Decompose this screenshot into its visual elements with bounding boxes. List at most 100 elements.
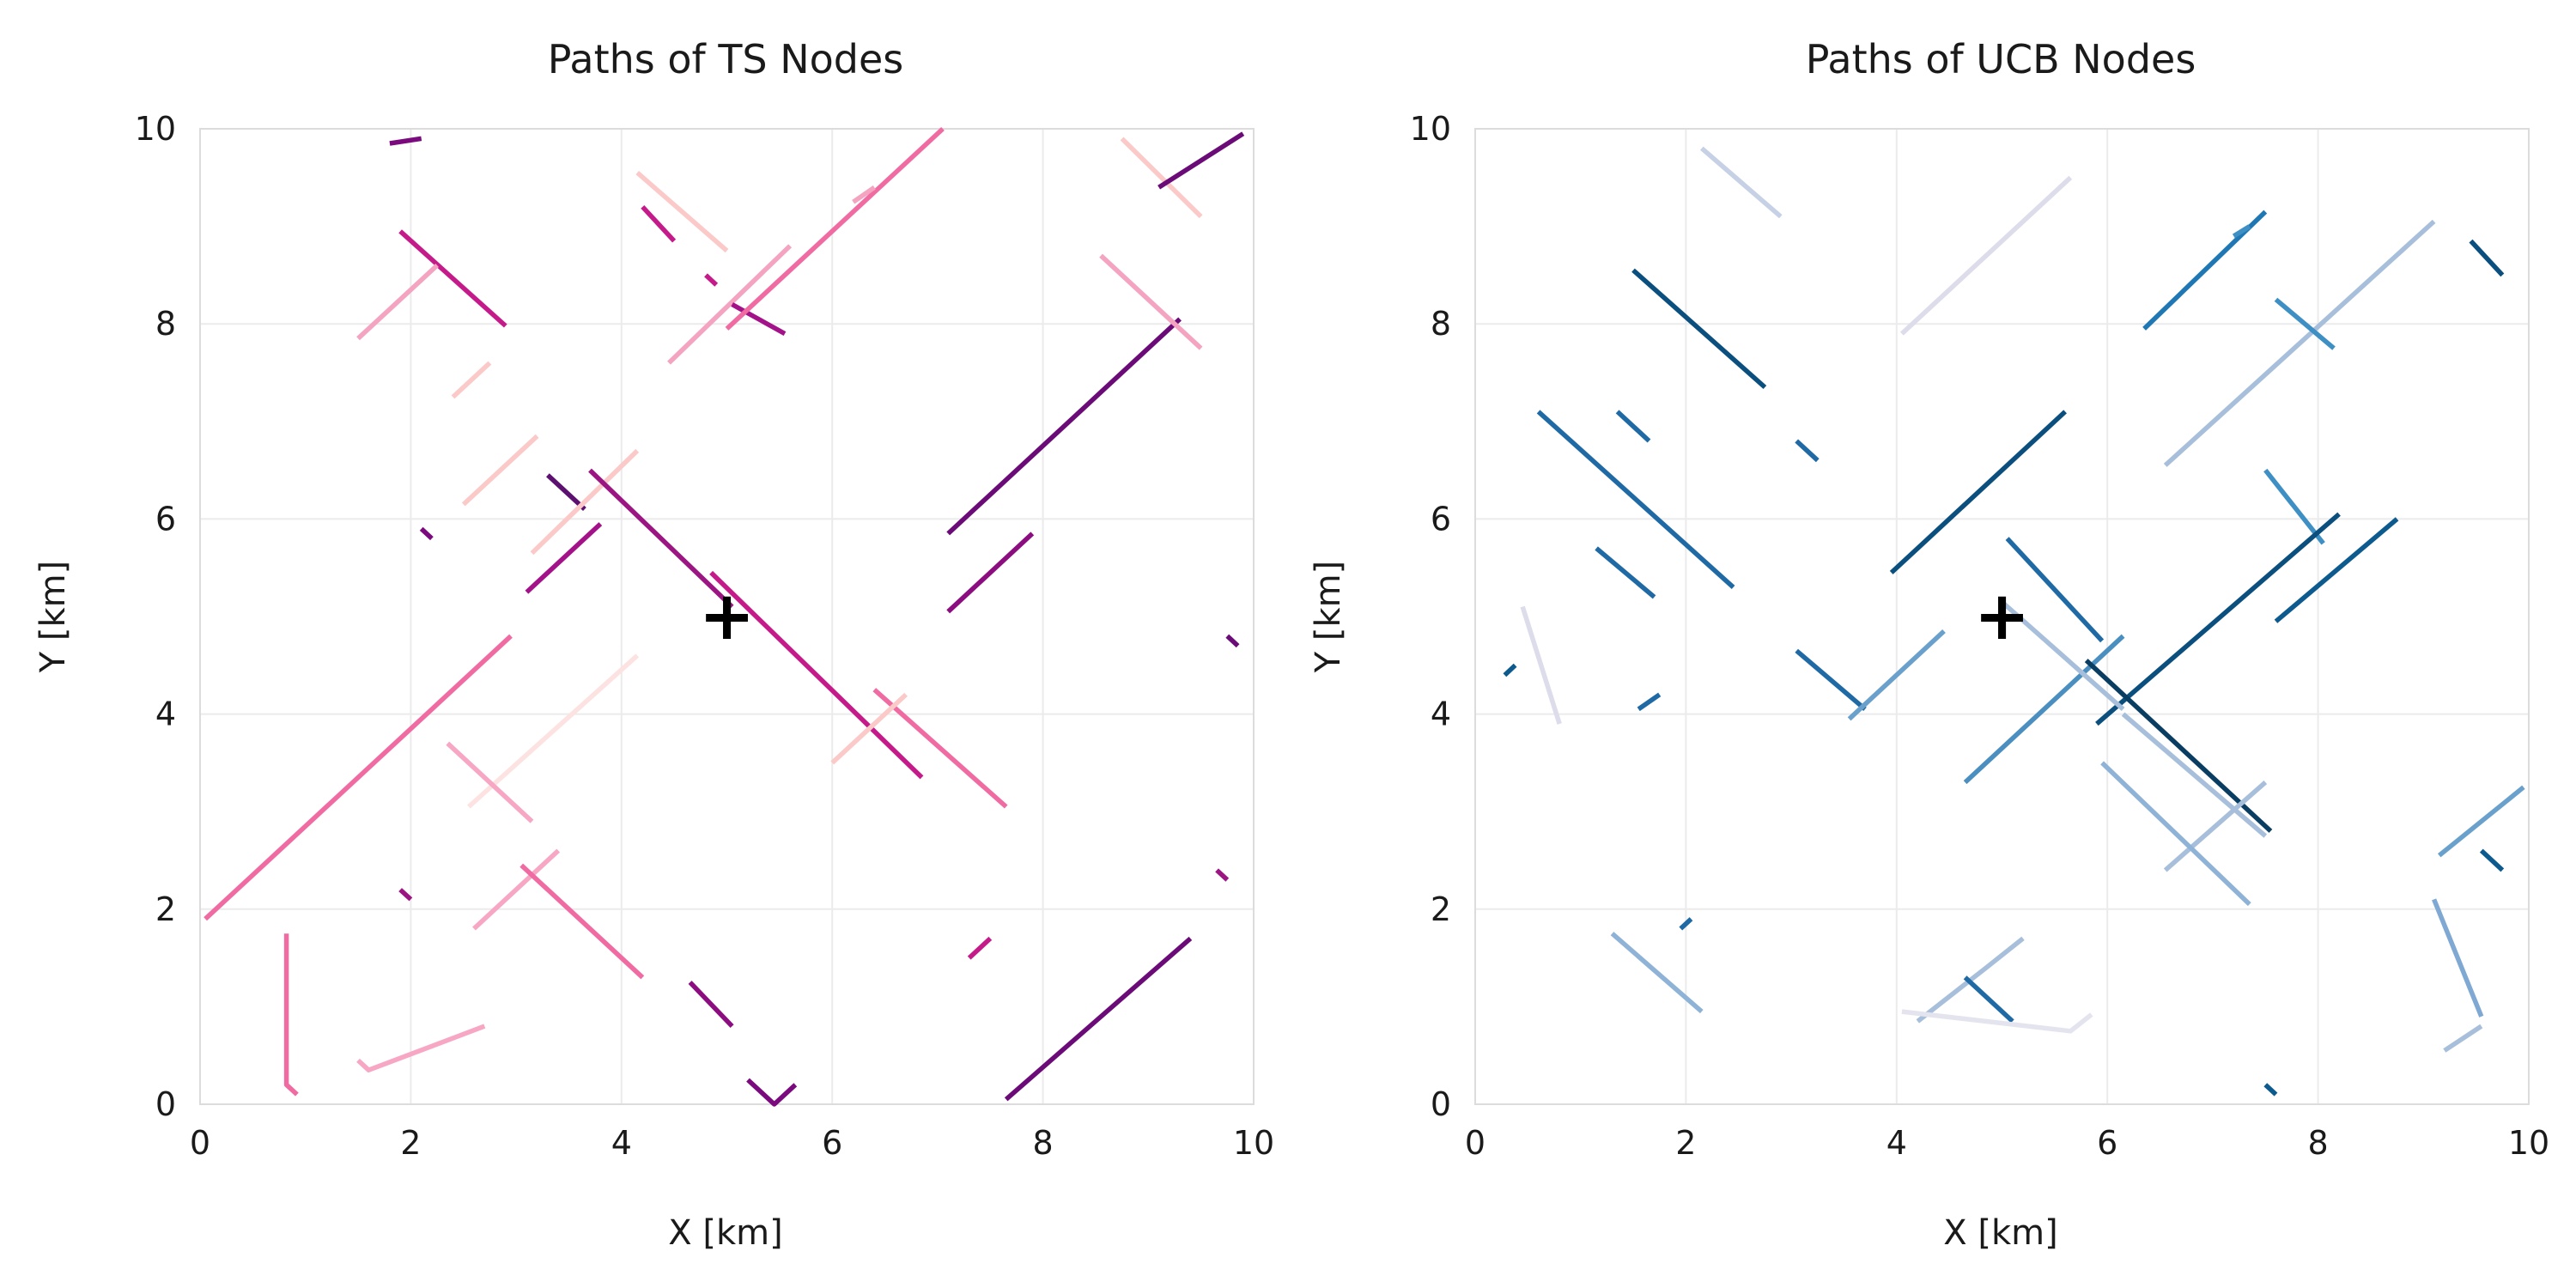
y-tick-label: 2 [1431, 890, 1451, 928]
node-path-series [2437, 785, 2525, 858]
node-path-series [446, 741, 534, 823]
x-tick-label: 8 [1033, 1124, 1054, 1162]
node-path-series [667, 244, 793, 365]
node-path-series [731, 302, 787, 337]
node-path-series [1637, 692, 1662, 712]
y-tick-label: 8 [155, 305, 176, 343]
node-path-series [1631, 268, 1767, 390]
x-tick-labels: 0 2 4 6 8 10 [190, 1124, 1274, 1162]
node-path-series [2005, 537, 2105, 643]
node-path-series [2432, 898, 2484, 1018]
node-path-series [2274, 517, 2399, 623]
node-path-series [709, 570, 924, 780]
node-path-series [1595, 546, 1656, 599]
y-tick-label: 0 [1431, 1085, 1451, 1123]
node-path-series [1795, 648, 1867, 711]
node-path-series [1700, 146, 1783, 219]
chart-title: Paths of UCB Nodes [1806, 36, 2196, 82]
node-path-series [1901, 1009, 2093, 1034]
node-path-series [204, 634, 513, 921]
y-tick-labels: 0 2 4 6 8 10 [1410, 110, 1451, 1123]
x-tick-label: 4 [1886, 1124, 1907, 1162]
node-path-series [588, 468, 734, 609]
node-path-series [635, 171, 729, 253]
series-layer [1503, 146, 2525, 1097]
node-path-series [467, 653, 640, 809]
x-tick-label: 2 [1675, 1124, 1696, 1162]
x-tick-label: 8 [2308, 1124, 2329, 1162]
y-tick-label: 0 [155, 1085, 176, 1123]
node-path-series [2263, 468, 2325, 545]
node-path-series [1900, 175, 2073, 336]
node-path-series [389, 136, 422, 146]
node-path-series [419, 526, 434, 541]
node-path-series [1847, 629, 1946, 721]
y-tick-label: 4 [155, 696, 176, 733]
node-path-series [946, 532, 1035, 614]
x-tick-label: 4 [611, 1124, 632, 1162]
node-path-series [830, 692, 908, 765]
node-path-series [525, 522, 603, 594]
y-tick-label: 10 [1410, 110, 1451, 148]
y-tick-label: 6 [1431, 500, 1451, 538]
node-path-series [2095, 512, 2341, 726]
x-tick-label: 10 [1233, 1124, 1274, 1162]
node-path-series [1157, 131, 1245, 190]
node-path-series [1679, 917, 1693, 931]
x-tick-labels: 0 2 4 6 8 10 [1465, 1124, 2549, 1162]
y-tick-labels: 0 2 4 6 8 10 [135, 110, 176, 1123]
node-path-series [2263, 1083, 2278, 1097]
ts-chart-panel: Paths of TS Nodes 0 2 4 6 8 10 0 2 4 6 8 10 X [km]… [33, 36, 1274, 1253]
node-path-series [546, 473, 586, 512]
node-path-series [2121, 712, 2268, 838]
x-tick-label: 6 [2097, 1124, 2117, 1162]
node-path-series [2443, 1024, 2483, 1053]
node-path-series [2000, 599, 2125, 711]
node-path-series [1520, 605, 1562, 725]
node-path-series [1099, 253, 1203, 350]
series-layer [204, 126, 1245, 1107]
x-tick-label: 6 [822, 1124, 842, 1162]
chart-title: Paths of TS Nodes [548, 36, 904, 82]
node-path-series [472, 848, 561, 931]
node-path-series [356, 263, 439, 341]
node-path-series [641, 205, 677, 243]
node-path-series [2100, 761, 2251, 907]
x-tick-label: 0 [1465, 1124, 1485, 1162]
node-path-series [451, 361, 492, 399]
plot-area-frame [199, 128, 1255, 1105]
node-path-series [872, 688, 1008, 809]
node-path-series [398, 888, 413, 902]
node-path-series [2274, 297, 2336, 350]
node-path-series [519, 863, 645, 980]
node-path-series [283, 933, 299, 1097]
node-path-series [852, 185, 876, 204]
node-path-series [2469, 239, 2505, 277]
node-path-series [1889, 410, 2067, 574]
x-tick-label: 10 [2508, 1124, 2549, 1162]
node-path-series [1615, 410, 1651, 443]
node-path-series [1610, 932, 1704, 1014]
node-path-series [1503, 663, 1517, 677]
node-path-series [1120, 137, 1203, 219]
node-path-series [1004, 936, 1193, 1102]
plot-area-frame [1474, 128, 2530, 1105]
node-path-series [1963, 634, 2125, 785]
y-tick-label: 2 [155, 890, 176, 928]
y-axis-label: Y [km] [33, 561, 73, 674]
node-path-series [2232, 224, 2251, 239]
node-path-series [530, 448, 640, 556]
y-tick-label: 4 [1431, 696, 1451, 733]
node-path-series [746, 1078, 798, 1107]
node-path-series [1795, 439, 1820, 463]
x-tick-label: 0 [190, 1124, 210, 1162]
node-path-series [2479, 848, 2505, 872]
y-tick-label: 6 [155, 500, 176, 538]
node-path-series [1916, 936, 2025, 1024]
node-path-series [704, 273, 719, 287]
node-path-series [967, 936, 993, 960]
node-path-series [356, 1024, 486, 1072]
x-axis-label: X [km] [668, 1213, 782, 1253]
